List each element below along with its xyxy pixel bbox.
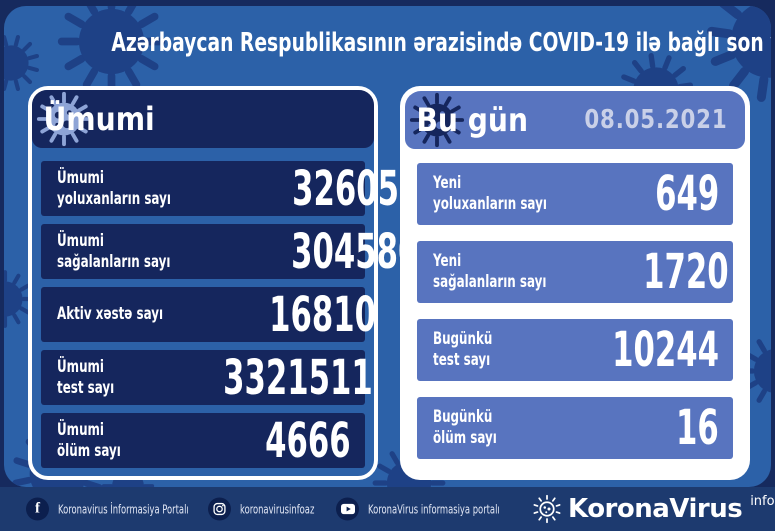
report-date: 08.05.2021 [583,105,727,135]
stat-value: 16 [676,400,719,456]
totals-rows: Ümumi yoluxanların sayı 326056 Ümumi sağal… [32,148,420,476]
stat-value: 1720 [643,244,729,300]
stat-value: 10244 [612,322,719,378]
stat-label: Aktiv xəstə sayı [57,304,164,325]
stat-row-total-deaths: Ümumi ölüm sayı 4666 [41,412,365,469]
brand-suffix: info [750,494,775,509]
stat-row-active-cases: Aktiv xəstə sayı 16810 [41,287,376,343]
stat-row-total-tests: Ümumi test sayı 3321511 [41,350,373,406]
today-panel-title: Bu gün [416,101,529,139]
brand-name: KoronaVirus [568,494,743,524]
stat-row-today-tests: Bugünkü test sayı 10244 [417,319,733,381]
virus-outline-icon [532,494,562,524]
stat-value: 649 [654,166,719,222]
stat-value: 326056 [291,160,421,217]
stat-value: 4666 [265,412,352,469]
stat-label: Ümumi sağalanların sayı [57,230,171,272]
footer: f Koronavirus İnformasiya Portalı korona… [0,487,775,531]
facebook-label: Koronavirus İnformasiya Portalı [58,502,189,516]
instagram-icon [208,497,231,521]
youtube-label: KoronaVirus informasiya portalı [368,502,500,516]
stat-value: 3321511 [222,349,373,406]
infographic-canvas: Azərbaycan Respublikasının ərazisində CO… [4,6,771,487]
koronavirus-brand[interactable]: KoronaVirus info [532,494,775,524]
today-rows: Yeni yoluxanların sayı 649 Yeni sağalanlar… [405,149,745,473]
youtube-link[interactable]: KoronaVirus informasiya portalı [336,497,556,521]
stat-row-new-recovered: Yeni sağalanların sayı 1720 [417,241,733,303]
instagram-link[interactable]: koronavirusinfoaz [208,497,346,521]
instagram-label: koronavirusinfoaz [240,502,315,516]
stat-value: 16810 [268,286,376,343]
stat-label: Ümumi ölüm sayı [57,419,121,461]
stat-row-total-recovered: Ümumi sağalanların sayı 304580 [41,224,420,280]
stat-row-new-infected: Yeni yoluxanların sayı 649 [417,163,733,225]
stat-label: Bugünkü test sayı [433,329,493,370]
stat-label: Yeni sağalanların sayı [433,251,547,292]
totals-panel: Ümumi Ümumi yoluxanların sayı 326056 Ümum… [28,86,420,480]
totals-panel-header: Ümumi [32,90,374,148]
stat-label: Ümumi yoluxanların sayı [57,167,171,209]
youtube-icon [336,497,359,521]
facebook-icon: f [26,497,49,521]
page-title: Azərbaycan Respublikasının ərazisində CO… [111,28,771,58]
stat-label: Bugünkü ölüm sayı [433,407,497,448]
stat-label: Ümumi test sayı [57,356,115,398]
totals-panel-title: Ümumi [43,100,155,138]
stat-value: 304580 [291,223,420,280]
facebook-link[interactable]: f Koronavirus İnformasiya Portalı [26,497,245,521]
stat-label: Yeni yoluxanların sayı [433,173,547,214]
stat-row-today-deaths: Bugünkü ölüm sayı 16 [417,397,733,459]
stat-row-total-infected: Ümumi yoluxanların sayı 326056 [41,161,420,217]
today-panel: Bu gün 08.05.2021 Yeni yoluxanların sayı … [400,86,750,480]
today-panel-header: Bu gün 08.05.2021 [405,91,745,149]
